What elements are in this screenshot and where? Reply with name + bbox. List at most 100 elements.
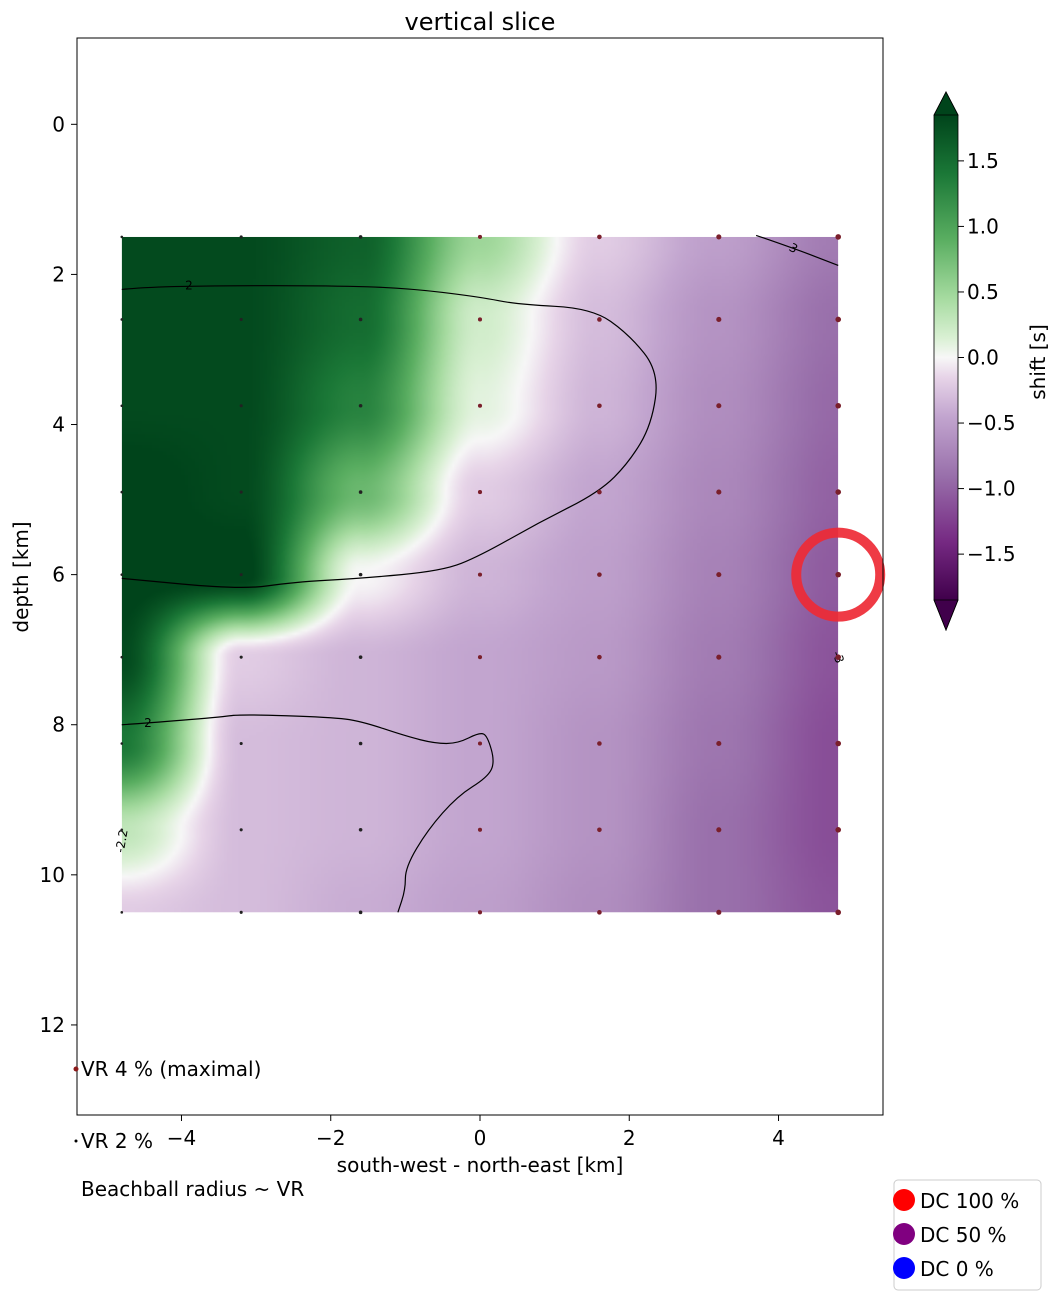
sample-point: [120, 318, 124, 321]
colorbar-tick-label: −0.5: [967, 411, 1016, 435]
sample-point: [716, 909, 722, 915]
x-tick-label: −2: [316, 1126, 345, 1150]
sample-point: [477, 403, 483, 408]
colorbar-tick-label: 0.5: [967, 280, 999, 304]
sample-point: [597, 403, 602, 409]
beachball-note: Beachball radius ~ VR: [81, 1177, 304, 1201]
sample-point: [716, 316, 722, 322]
sample-point: [835, 489, 842, 495]
colorbar-tick-label: 0.0: [967, 346, 999, 370]
sample-point: [597, 489, 602, 495]
sample-point: [239, 317, 243, 321]
x-tick-label: 2: [623, 1126, 636, 1150]
sample-point: [477, 827, 483, 832]
sample-point: [716, 234, 722, 240]
sample-point: [477, 910, 483, 915]
vr-legend: VR 4 % (maximal) VR 2 % Beachball radius…: [73, 1057, 304, 1201]
sample-point: [239, 490, 243, 494]
sample-point: [239, 828, 243, 832]
contour-line-1: [121, 714, 494, 913]
dc-legend-100: DC 100 %: [920, 1189, 1019, 1213]
sample-point: [120, 655, 124, 659]
sample-point: [239, 910, 243, 914]
sample-point: [358, 828, 363, 832]
sample-point: [716, 654, 722, 660]
y-axis-label: depth [km]: [9, 521, 33, 632]
y-tick-label: 6: [52, 563, 65, 587]
colorbar-tick-label: 1.5: [967, 149, 999, 173]
y-tick-label: 4: [52, 413, 65, 437]
contour-label-0: 2: [185, 279, 193, 293]
sample-point: [358, 403, 363, 408]
sample-point: [120, 828, 124, 832]
sample-point: [239, 404, 243, 408]
sample-point: [597, 827, 602, 833]
sample-point: [239, 235, 243, 239]
chart-title: vertical slice: [405, 8, 556, 36]
sample-point: [120, 490, 124, 494]
x-tick-label: 4: [772, 1126, 785, 1150]
sample-point: [477, 741, 483, 746]
sample-point: [716, 572, 722, 578]
dc-legend-50: DC 50 %: [920, 1223, 1007, 1247]
colorbar-outline: [933, 91, 959, 632]
sample-point: [358, 317, 363, 322]
y-tick-label: 8: [52, 713, 65, 737]
sample-point: [358, 910, 363, 915]
sample-point: [239, 655, 243, 659]
dc-legend-marker-50: [893, 1223, 915, 1245]
dc-legend-0: DC 0 %: [920, 1257, 994, 1281]
sample-point: [597, 572, 602, 577]
highlight-ring: [791, 527, 886, 622]
contour-label-4: -2.2: [113, 828, 131, 853]
sample-point: [597, 317, 602, 322]
colorbar-label: shift [s]: [1026, 324, 1050, 400]
x-axis-label: south-west - north-east [km]: [337, 1153, 624, 1177]
colorbar: 1.5 1.0 0.5 0.0 −0.5 −1.0 −1.5 shift [s]: [933, 91, 1050, 632]
colorbar-tick-label: 1.0: [967, 214, 999, 238]
sample-point: [477, 655, 483, 660]
vr-legend-2: VR 2 %: [81, 1129, 153, 1153]
sample-point: [835, 740, 842, 747]
sample-point: [716, 403, 722, 409]
sample-point: [120, 573, 124, 576]
sample-point: [358, 572, 363, 577]
sample-point: [477, 490, 483, 495]
sample-point: [597, 654, 602, 660]
sample-point: [120, 235, 124, 239]
sample-point: [120, 911, 124, 914]
y-tick-label: 10: [40, 863, 65, 887]
highlight-circle: [791, 527, 886, 622]
sample-point: [358, 490, 363, 494]
sample-point: [120, 742, 124, 745]
sample-point: [477, 234, 483, 239]
colorbar-extend-top: [933, 91, 959, 116]
y-tick-label: 0: [52, 112, 65, 136]
colorbar-gradient: [934, 115, 958, 600]
x-tick-label: 0: [474, 1126, 487, 1150]
contour-line-2: [755, 234, 839, 266]
sample-point: [477, 317, 483, 322]
x-tick-label: −4: [167, 1126, 196, 1150]
sample-point: [716, 827, 722, 833]
sample-point: [835, 909, 842, 916]
dc-legend-marker-0: [893, 1257, 915, 1279]
vr-legend-max: VR 4 % (maximal): [81, 1057, 261, 1081]
sample-point: [358, 655, 363, 659]
y-tick-label: 2: [52, 262, 65, 286]
sample-point: [835, 571, 842, 578]
sample-point: [835, 234, 842, 240]
sample-point: [716, 740, 722, 747]
sample-point: [597, 910, 602, 915]
vr-legend-marker-2: [74, 1139, 78, 1143]
x-axis-ticks: −4 −2 0 2 4: [167, 1115, 785, 1150]
sample-point: [835, 654, 842, 660]
sample-points: [120, 234, 842, 916]
colorbar-extend-bottom: [933, 599, 959, 632]
y-tick-label: 12: [40, 1013, 65, 1037]
sample-point: [358, 741, 363, 746]
sample-point: [120, 404, 124, 408]
y-axis-ticks: 0 2 4 6 8 10 12: [40, 112, 77, 1037]
sample-point: [597, 741, 602, 746]
